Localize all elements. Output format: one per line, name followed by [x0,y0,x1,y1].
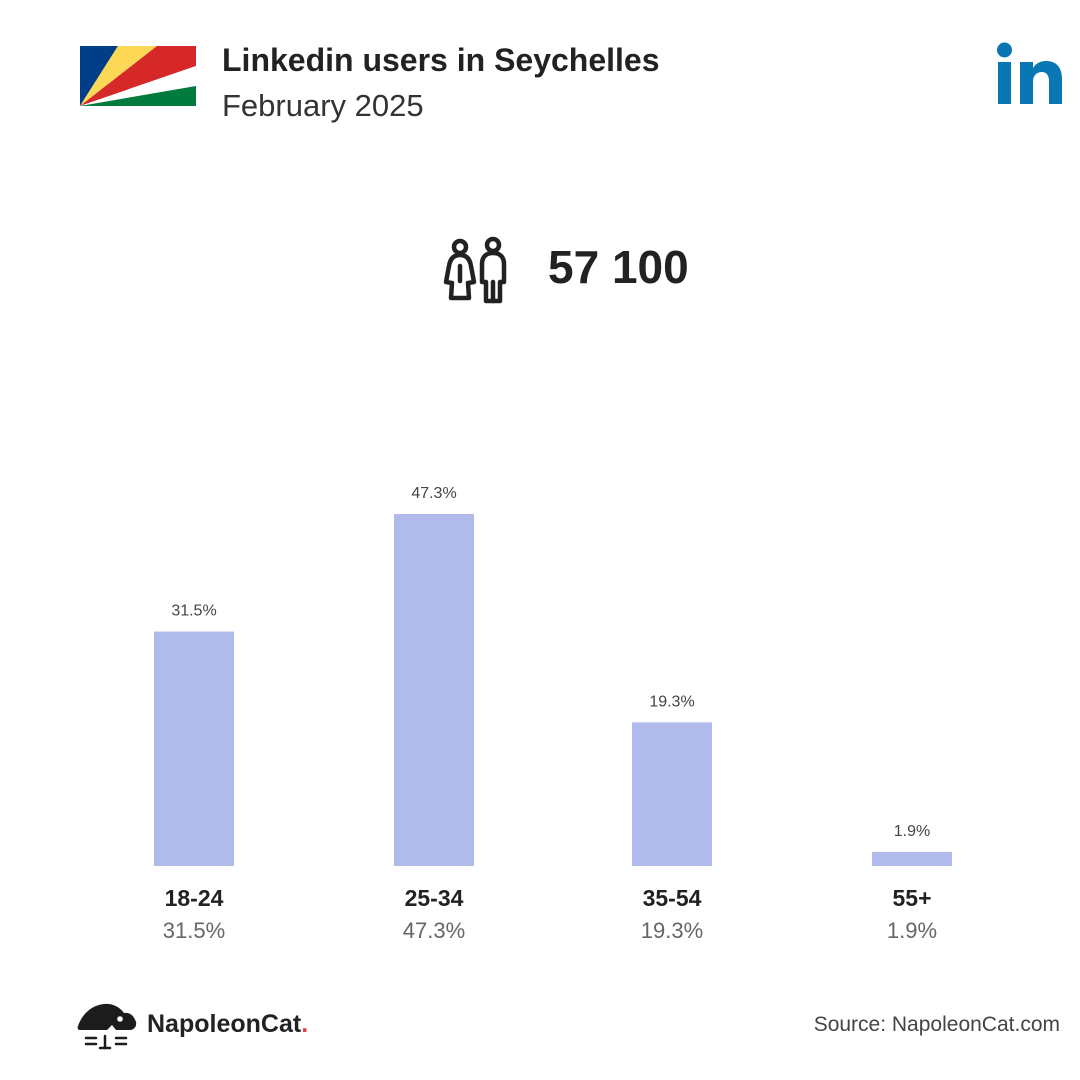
users-icon [443,236,507,304]
bar-55+ [872,851,952,866]
total-users-value: 57 100 [548,241,689,293]
napoleoncat-logo-icon [77,1003,137,1050]
bar-25-34 [394,514,474,866]
category-label: 35-54 [643,885,702,911]
category-percent: 1.9% [887,918,937,943]
page-title: Linkedin users in Seychelles [222,42,660,78]
bar-value-label: 1.9% [894,823,930,840]
bar-value-label: 31.5% [171,603,216,620]
bar-18-24 [154,631,234,866]
category-label: 18-24 [165,885,224,911]
source-credit: Source: NapoleonCat.com [813,1013,1060,1036]
footer-brand-name: NapoleonCat. [147,1010,308,1039]
footer-brand-text: NapoleonCat [147,1010,302,1038]
page-subtitle: February 2025 [222,88,424,123]
category-label: 55+ [892,885,931,911]
bar-35-54 [632,722,712,866]
category-percent: 47.3% [403,918,465,943]
linkedin-logo-icon [997,42,1062,104]
footer-brand-dot: . [301,1010,309,1038]
seychelles-flag-icon [80,46,196,106]
category-percent: 19.3% [641,918,703,943]
category-label: 25-34 [405,885,464,911]
bar-value-label: 19.3% [649,693,694,710]
bar-value-label: 47.3% [411,485,456,502]
category-percent: 31.5% [163,918,225,943]
